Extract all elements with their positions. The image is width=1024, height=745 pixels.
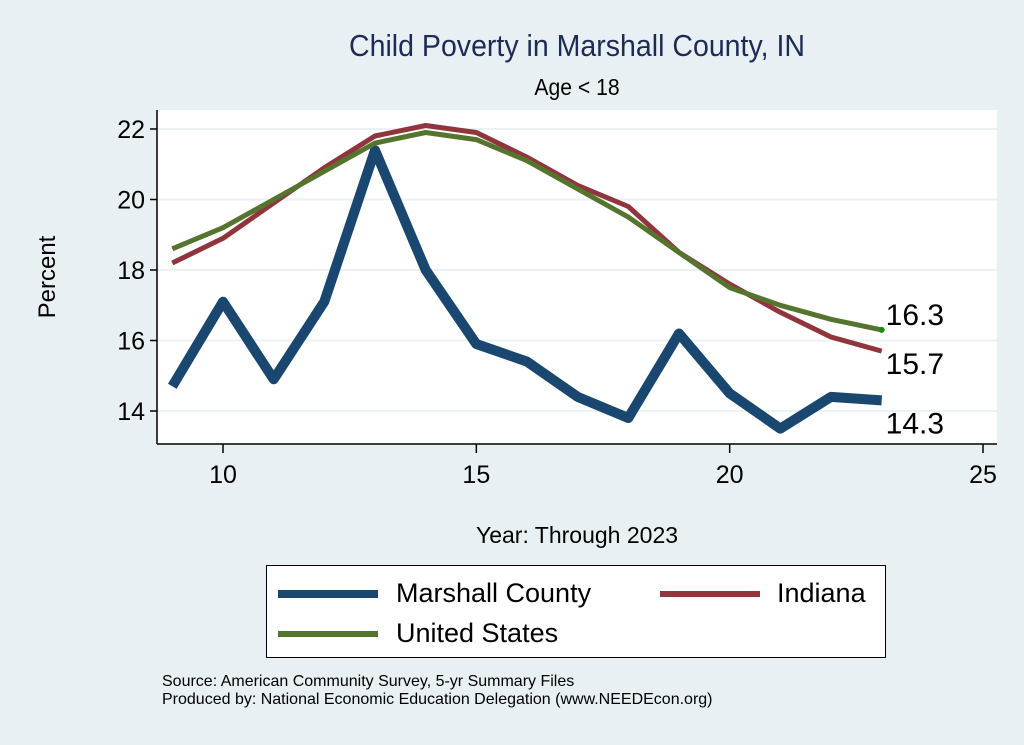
legend-item-united-states: United States — [278, 618, 558, 649]
legend-item-marshall-county: Marshall County — [278, 578, 591, 609]
x-tick-label: 25 — [969, 461, 997, 489]
y-tick-label: 16 — [117, 328, 145, 356]
series-line-marshall-county — [168, 145, 883, 434]
end-labels: 14.3 15.7 16.3 — [886, 299, 944, 441]
axes: 14 16 18 20 22 10 15 20 25 — [117, 110, 997, 489]
legend-label: United States — [396, 618, 559, 648]
source-note: Source: American Community Survey, 5-yr … — [162, 673, 713, 709]
end-label-marshall-county: 14.3 — [886, 407, 944, 440]
end-label-indiana: 15.7 — [886, 348, 944, 381]
x-tick-label: 15 — [462, 461, 490, 489]
y-tick-label: 18 — [117, 257, 145, 285]
produced-by-line: Produced by: National Economic Education… — [162, 691, 713, 708]
series-lines — [168, 123, 885, 434]
source-line: Source: American Community Survey, 5-yr … — [162, 673, 575, 690]
legend-swatch — [278, 630, 378, 637]
end-label-united-states: 16.3 — [886, 299, 944, 332]
x-tick-label: 10 — [209, 461, 237, 489]
series-line-united-states — [171, 130, 883, 333]
chart-subtitle: Age < 18 — [534, 74, 620, 100]
legend-item-indiana: Indiana — [660, 578, 866, 609]
y-tick-label: 20 — [117, 187, 145, 215]
legend: Marshall County Indiana United States — [266, 565, 886, 658]
legend-label: Marshall County — [396, 578, 592, 608]
plot-area — [157, 110, 997, 444]
legend-swatch — [278, 589, 378, 598]
y-axis-label: Percent — [34, 235, 61, 318]
x-tick-label: 20 — [716, 461, 744, 489]
legend-label: Indiana — [777, 578, 866, 608]
chart-title: Child Poverty in Marshall County, IN — [349, 28, 805, 63]
end-point-marker — [878, 326, 885, 333]
y-tick-label: 14 — [117, 398, 145, 426]
x-axis-label: Year: Through 2023 — [476, 522, 678, 548]
legend-swatch — [660, 590, 760, 597]
y-tick-label: 22 — [117, 116, 145, 144]
